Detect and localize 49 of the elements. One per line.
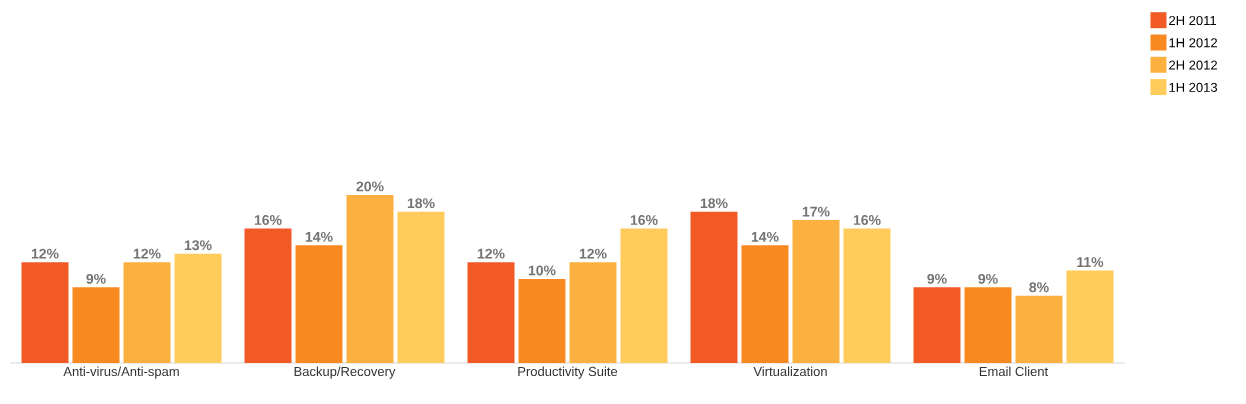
data-label: 10% — [528, 265, 556, 276]
legend-label: 1H 2012 — [1169, 38, 1217, 48]
data-label: 12% — [31, 248, 59, 259]
x-tick-label: Productivity Suite — [518, 366, 618, 379]
bar — [690, 211, 738, 363]
bar — [346, 194, 394, 363]
data-label: 9% — [86, 273, 106, 284]
x-tick-label: Anti-virus/Anti-spam — [63, 366, 179, 379]
bar — [964, 287, 1012, 363]
bar — [1015, 295, 1063, 363]
data-label: 16% — [853, 215, 881, 225]
bar — [518, 278, 566, 363]
x-tick-label: Email Client — [979, 366, 1049, 377]
data-label: 9% — [978, 273, 998, 284]
bar — [72, 287, 120, 363]
bar — [1066, 270, 1114, 363]
bar — [244, 228, 292, 363]
bar — [467, 262, 515, 363]
bar — [620, 228, 668, 363]
bar — [792, 220, 840, 363]
legend-label: 1H 2013 — [1169, 82, 1218, 92]
data-label: 18% — [407, 198, 435, 209]
x-tick-label: Backup/Recovery — [294, 366, 396, 379]
data-label: 16% — [630, 215, 658, 225]
data-label: 14% — [751, 231, 779, 242]
data-label: 12% — [133, 248, 161, 259]
bar — [295, 245, 343, 363]
bar — [741, 245, 789, 363]
data-label: 18% — [700, 198, 728, 209]
data-label: 14% — [305, 231, 333, 242]
bar — [843, 228, 891, 363]
bar — [569, 262, 617, 363]
data-label: 12% — [477, 248, 505, 259]
bar — [123, 262, 171, 363]
bar — [174, 253, 222, 363]
bar — [913, 287, 961, 363]
data-label: 9% — [927, 273, 947, 284]
data-label: 13% — [184, 240, 212, 251]
data-label: 12% — [579, 248, 607, 259]
legend-label: 2H 2012 — [1169, 60, 1217, 70]
x-tick-label: Virtualization — [753, 366, 827, 377]
data-label: 11% — [1077, 257, 1104, 268]
bar — [21, 262, 69, 363]
legend-label: 2H 2011 — [1169, 15, 1217, 26]
bar — [397, 211, 445, 363]
data-label: 8% — [1029, 282, 1049, 293]
data-label: 17% — [802, 206, 830, 217]
data-label: 16% — [254, 215, 282, 225]
data-label: 20% — [356, 181, 384, 192]
